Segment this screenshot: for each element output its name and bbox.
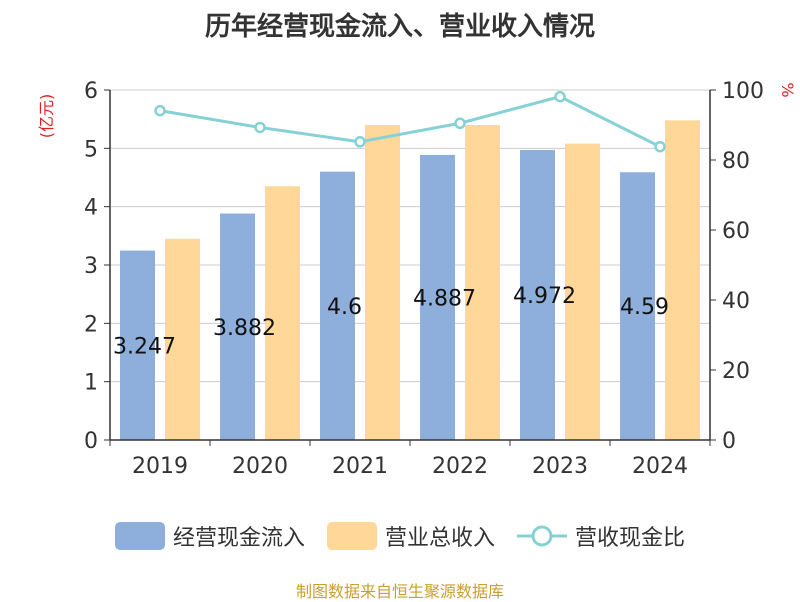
data-label-cash-inflow: 4.59 — [620, 295, 669, 320]
bar-revenue[interactable] — [565, 143, 600, 440]
left-tick-label: 0 — [84, 429, 98, 454]
legend-label-cash-inflow: 经营现金流入 — [172, 526, 305, 551]
data-label-cash-inflow: 4.972 — [513, 284, 576, 309]
legend-item-cash-inflow[interactable]: 经营现金流入 — [114, 520, 305, 552]
bar-cash-inflow[interactable] — [620, 172, 655, 440]
x-tick-label: 2020 — [232, 454, 288, 479]
line-cash-ratio — [159, 95, 661, 149]
legend-item-revenue[interactable]: 营业总收入 — [326, 520, 495, 552]
left-tick-label: 5 — [84, 137, 98, 162]
bar-revenue[interactable] — [465, 125, 500, 440]
legend-swatch-cash-ratio — [517, 525, 567, 547]
legend-label-revenue: 营业总收入 — [384, 526, 495, 551]
right-tick-label: 60 — [722, 219, 750, 244]
right-tick-label: 40 — [722, 289, 750, 314]
bar-cash-inflow[interactable] — [220, 213, 255, 440]
data-label-cash-inflow: 3.882 — [213, 316, 276, 341]
point-cash-ratio[interactable] — [454, 117, 466, 129]
point-cash-ratio[interactable] — [354, 136, 366, 148]
x-tick-label: 2021 — [332, 454, 388, 479]
data-source-note: 制图数据来自恒生聚源数据库 — [295, 582, 504, 601]
bar-revenue[interactable] — [265, 186, 300, 440]
point-cash-ratio[interactable] — [254, 121, 266, 134]
left-axis-unit-label: (亿元) — [37, 94, 56, 139]
data-label-cash-inflow: 4.6 — [327, 295, 362, 320]
left-tick-label: 1 — [84, 371, 98, 396]
legend-label-cash-ratio: 营收现金比 — [575, 526, 686, 551]
point-cash-ratio[interactable] — [154, 104, 166, 117]
bar-cash-inflow[interactable] — [320, 171, 355, 440]
bar-revenue[interactable] — [165, 238, 200, 440]
legend-swatch-cash-inflow — [114, 522, 165, 550]
left-tick-label: 2 — [84, 312, 98, 337]
x-tick-label: 2019 — [132, 454, 188, 479]
legend-item-cash-ratio[interactable]: 营收现金比 — [517, 520, 685, 552]
bar-cash-inflow[interactable] — [120, 250, 155, 440]
x-tick-label: 2022 — [432, 454, 488, 479]
x-tick-label: 2024 — [632, 454, 688, 479]
right-tick-label: 80 — [722, 149, 750, 174]
bar-revenue[interactable] — [665, 120, 700, 440]
data-label-cash-inflow: 4.887 — [413, 286, 476, 311]
right-tick-label: 100 — [722, 79, 764, 104]
bar-cash-inflow[interactable] — [520, 149, 555, 440]
left-tick-label: 6 — [84, 79, 98, 104]
right-axis-unit-label: % — [778, 82, 797, 97]
data-label-cash-inflow: 3.247 — [113, 334, 176, 359]
right-tick-label: 0 — [722, 429, 736, 454]
chart-title: 历年经营现金流入、营业收入情况 — [204, 12, 595, 42]
x-tick-label: 2023 — [532, 454, 588, 479]
chart-legend: 经营现金流入 营业总收入 营收现金比 — [0, 516, 800, 556]
right-tick-label: 20 — [722, 359, 750, 384]
legend-swatch-revenue — [326, 522, 377, 550]
point-cash-ratio[interactable] — [654, 140, 666, 153]
left-tick-label: 3 — [84, 254, 98, 279]
bar-revenue[interactable] — [365, 125, 400, 440]
bar-cash-inflow[interactable] — [420, 154, 455, 441]
left-tick-label: 4 — [84, 196, 98, 221]
point-cash-ratio[interactable] — [554, 90, 566, 103]
